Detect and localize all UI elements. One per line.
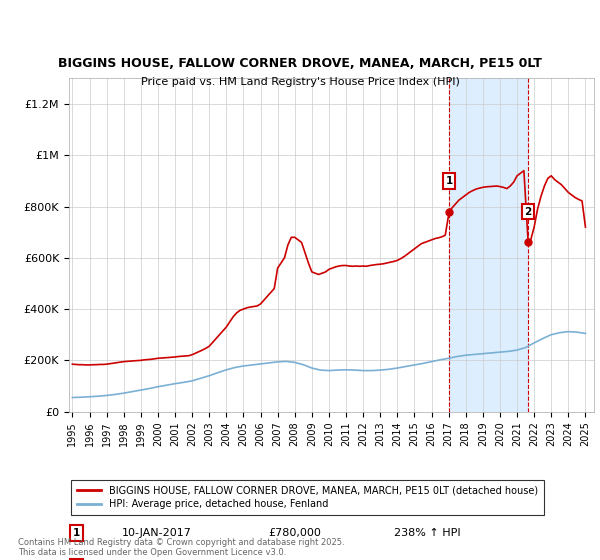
Text: 1: 1: [73, 528, 80, 538]
Text: 1: 1: [446, 176, 453, 186]
Bar: [449, 78, 528, 412]
Text: Price paid vs. HM Land Registry's House Price Index (HPI): Price paid vs. HM Land Registry's House …: [140, 77, 460, 87]
Text: £780,000: £780,000: [269, 528, 322, 538]
Text: Contains HM Land Registry data © Crown copyright and database right 2025.
This d: Contains HM Land Registry data © Crown c…: [18, 538, 344, 557]
Legend: BIGGINS HOUSE, FALLOW CORNER DROVE, MANEA, MARCH, PE15 0LT (detached house), HPI: BIGGINS HOUSE, FALLOW CORNER DROVE, MANE…: [71, 480, 544, 515]
Text: BIGGINS HOUSE, FALLOW CORNER DROVE, MANEA, MARCH, PE15 0LT: BIGGINS HOUSE, FALLOW CORNER DROVE, MANE…: [58, 57, 542, 70]
Text: 238% ↑ HPI: 238% ↑ HPI: [395, 528, 461, 538]
Text: 10-JAN-2017: 10-JAN-2017: [121, 528, 191, 538]
Text: 2: 2: [524, 207, 532, 217]
